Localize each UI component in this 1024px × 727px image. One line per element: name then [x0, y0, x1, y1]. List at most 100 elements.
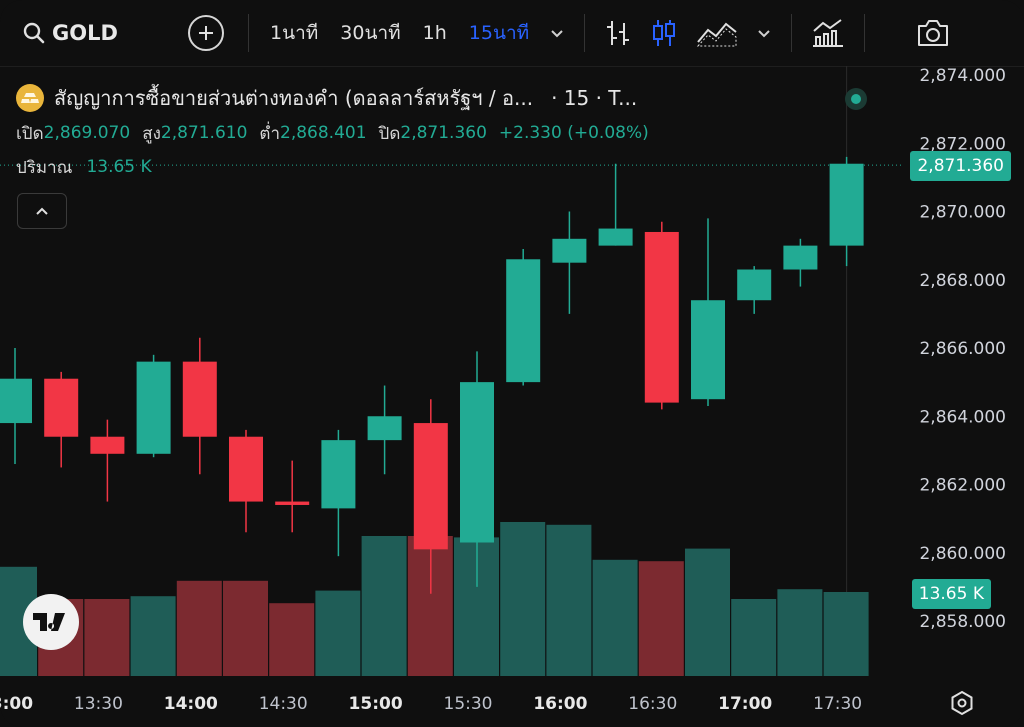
timeframe-15m[interactable]: 15นาที: [468, 22, 530, 44]
candle-body: [691, 300, 725, 400]
candles-chart-type-button[interactable]: [650, 18, 678, 48]
time-tick-label: 17:30: [813, 694, 862, 714]
market-status-indicator[interactable]: [845, 88, 867, 110]
legend-title-row: สัญญาการซื้อขายส่วนต่างทองคำ (ดอลลาร์สหร…: [16, 80, 896, 116]
volume-bar: [176, 580, 222, 676]
chevron-down-icon: [551, 30, 563, 38]
volume-bar: [84, 599, 130, 676]
chevron-down-icon: [758, 30, 770, 38]
price-tick-label: 2,864.000: [919, 407, 1006, 427]
bar-chart-type-button[interactable]: [604, 18, 632, 48]
candle-body: [44, 378, 79, 437]
snapshot-button[interactable]: [915, 18, 951, 48]
toolbar-divider: [584, 14, 586, 52]
timeframe-1m[interactable]: 1นาที: [270, 22, 319, 44]
camera-icon: [918, 20, 949, 46]
candle-body: [413, 423, 448, 550]
open-value: 2,869.070: [43, 123, 131, 143]
volume-bar: [685, 548, 730, 676]
candle-body: [737, 269, 772, 301]
volume-bar: [130, 596, 176, 676]
instrument-name[interactable]: สัญญาการซื้อขายส่วนต่างทองคำ (ดอลลาร์สหร…: [54, 86, 534, 110]
gear-icon: [951, 690, 973, 716]
close-label: ปิด: [378, 123, 401, 144]
candlesticks: [0, 156, 864, 594]
candle-body: [90, 436, 125, 454]
candle-body: [0, 378, 32, 424]
time-tick-label: 17:00: [718, 694, 772, 714]
settings-button[interactable]: [949, 690, 975, 720]
tradingview-logo[interactable]: [23, 594, 79, 650]
price-tick-label: 2,872.000: [919, 134, 1006, 154]
candle-body: [229, 436, 263, 502]
price-chart[interactable]: 2,874.000 2,872.000 2,870.000 2,868.000 2,86…: [0, 66, 1024, 727]
price-tick-label: 2,874.000: [919, 66, 1006, 86]
last-price-label: 2,871.360: [910, 151, 1011, 181]
add-symbol-button[interactable]: [188, 15, 224, 51]
candle-body: [367, 416, 402, 441]
gold-icon: [16, 84, 44, 112]
toolbar-divider: [248, 14, 249, 52]
volume-bar: [638, 561, 684, 676]
time-tick-label: 14:00: [164, 694, 218, 714]
indicators-icon: [813, 19, 844, 47]
time-tick-label: 16:30: [628, 694, 677, 714]
candle-body: [552, 238, 587, 263]
volume-bar: [777, 589, 823, 676]
candle-body: [783, 245, 818, 270]
price-axis[interactable]: 2,874.000 2,872.000 2,870.000 2,868.000 2,86…: [919, 66, 1006, 632]
area-chart-type-button[interactable]: [696, 18, 738, 48]
volume-bar: [592, 559, 638, 676]
indicators-button[interactable]: [811, 17, 845, 49]
price-tick-label: 2,858.000: [919, 612, 1006, 632]
price-tick-label: 2,868.000: [919, 271, 1006, 291]
volume-bar: [500, 522, 546, 676]
volume-bar: [269, 603, 315, 676]
candle-body: [506, 259, 541, 383]
volume-bar: [823, 592, 869, 676]
candle-body: [275, 501, 310, 505]
price-tick-label: 2,870.000: [919, 203, 1006, 223]
open-label: เปิด: [16, 123, 44, 144]
volume-price-label: 13.65 K: [911, 579, 991, 609]
candle-body: [182, 361, 217, 437]
chevron-up-icon: [36, 207, 48, 215]
top-toolbar: GOLD 1นาที 30นาที 1h 15นาที: [0, 0, 1024, 67]
close-value: 2,871.360: [400, 123, 487, 143]
candles-icon: [653, 20, 676, 46]
volume-label: ปริมาณ: [16, 157, 73, 178]
price-tick-label: 2,860.000: [919, 544, 1006, 564]
time-axis[interactable]: 13:00 13:30 14:00 14:30 15:00 15:30 16:00 16:30…: [0, 694, 862, 714]
price-tick-label: 2,862.000: [919, 476, 1006, 496]
volume-bar: [315, 590, 361, 676]
symbol-search[interactable]: GOLD: [22, 21, 172, 45]
candle-body: [829, 163, 864, 246]
time-tick-label: 13:30: [74, 694, 123, 714]
timeframe-30m[interactable]: 30นาที: [340, 22, 401, 44]
plus-icon: [199, 26, 213, 40]
chart-type-dropdown[interactable]: [756, 27, 772, 39]
candle-body: [460, 382, 494, 543]
time-tick-label: 14:30: [259, 694, 308, 714]
volume-bar: [546, 524, 592, 676]
price-tick-label: 2,866.000: [919, 339, 1006, 359]
instrument-interval: · 15 · T...: [551, 86, 638, 110]
timeframe-1h[interactable]: 1h: [422, 22, 447, 44]
low-value: 2,868.401: [280, 123, 367, 143]
time-tick-label: 15:00: [349, 694, 403, 714]
volume-bar: [223, 580, 268, 676]
search-icon: [23, 22, 45, 44]
candle-body: [598, 228, 633, 246]
volume-bar: [731, 599, 777, 676]
toolbar-divider: [864, 14, 866, 52]
high-label: สูง: [142, 123, 161, 144]
change-value: +2.330 (+0.08%): [498, 123, 649, 143]
time-tick-label: 13:00: [0, 694, 33, 714]
toolbar-divider: [791, 14, 793, 52]
collapse-legend-button[interactable]: [17, 193, 67, 229]
ohlc-row: เปิด 2,869.070 สูง 2,871.610 ต่ำ 2,868.4…: [16, 116, 896, 150]
candle-body: [321, 440, 356, 509]
timeframe-dropdown[interactable]: [549, 27, 565, 39]
symbol-name: GOLD: [52, 21, 118, 45]
